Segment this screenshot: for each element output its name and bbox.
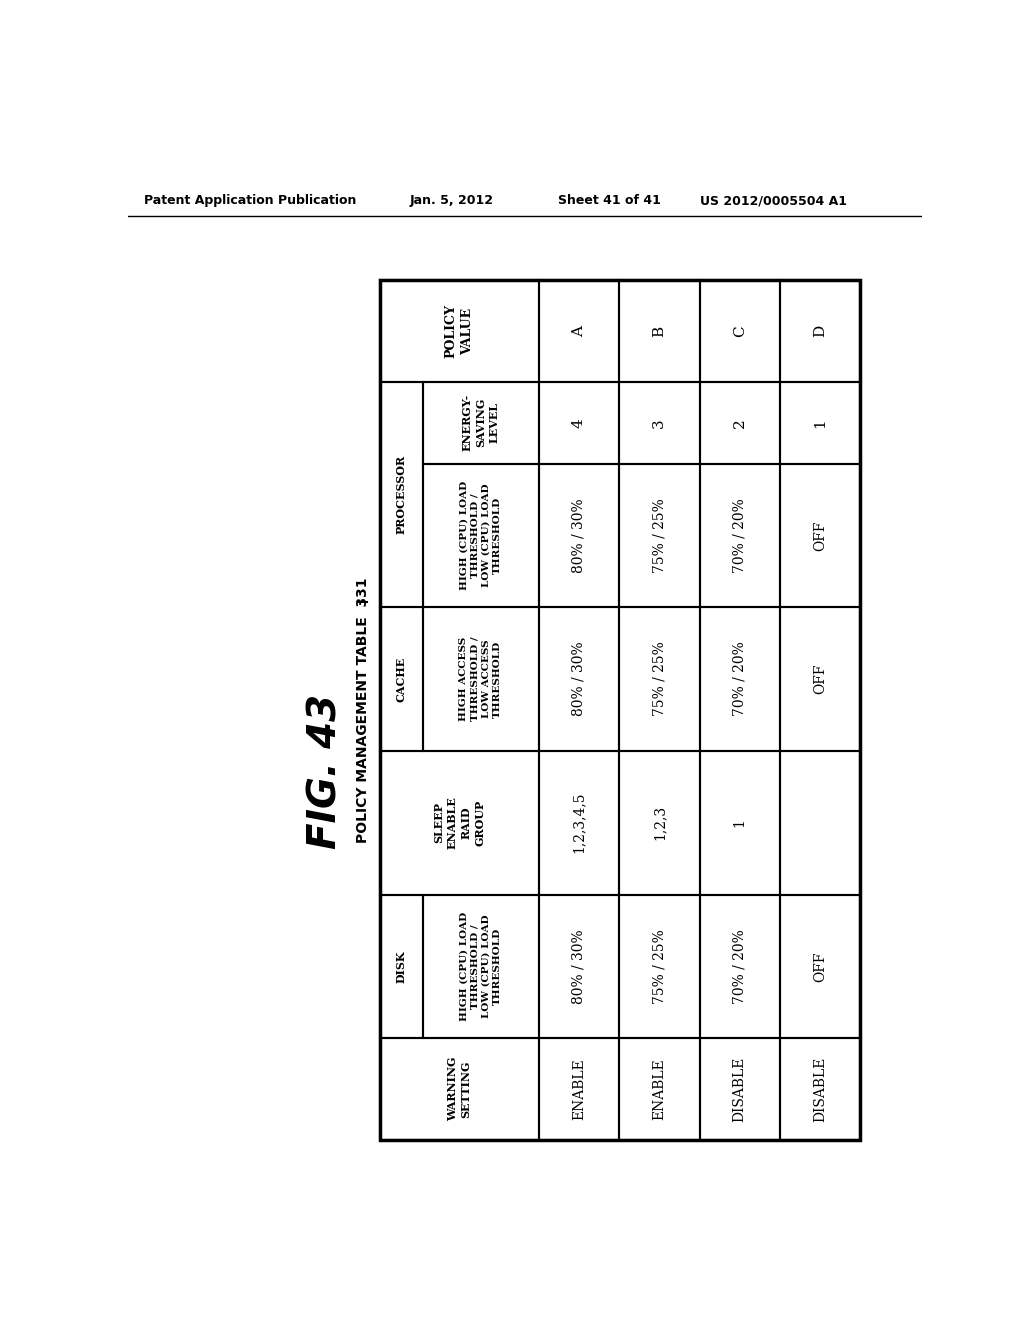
- Text: WARNING
SETTING: WARNING SETTING: [446, 1057, 472, 1122]
- Text: US 2012/0005504 A1: US 2012/0005504 A1: [700, 194, 847, 207]
- Bar: [699, 463, 780, 607]
- Text: POLICY
VALUE: POLICY VALUE: [444, 304, 474, 358]
- Bar: [620, 1039, 699, 1140]
- Bar: [780, 895, 860, 1039]
- Text: CACHE: CACHE: [395, 656, 407, 702]
- Text: ENABLE: ENABLE: [652, 1059, 667, 1121]
- Text: OFF: OFF: [813, 952, 827, 982]
- Text: DISABLE: DISABLE: [813, 1056, 827, 1122]
- Bar: [423, 463, 539, 607]
- Bar: [620, 895, 699, 1039]
- Text: PROCESSOR: PROCESSOR: [395, 455, 407, 535]
- Text: 1: 1: [733, 818, 746, 828]
- Bar: [539, 381, 620, 463]
- Text: A: A: [572, 326, 586, 337]
- Bar: [380, 381, 423, 607]
- Text: 1: 1: [813, 418, 827, 428]
- Bar: [699, 607, 780, 751]
- Bar: [380, 607, 423, 751]
- Text: 4: 4: [572, 418, 586, 428]
- Bar: [380, 1039, 539, 1140]
- Text: 75% / 25%: 75% / 25%: [652, 929, 667, 1003]
- Bar: [620, 607, 699, 751]
- Bar: [699, 280, 780, 381]
- Bar: [780, 607, 860, 751]
- Text: 75% / 25%: 75% / 25%: [652, 498, 667, 573]
- Text: C: C: [733, 325, 746, 337]
- Text: 80% / 30%: 80% / 30%: [572, 642, 586, 717]
- Text: 80% / 30%: 80% / 30%: [572, 929, 586, 1003]
- Text: DISK: DISK: [395, 950, 407, 982]
- Text: D: D: [813, 325, 827, 337]
- Bar: [699, 1039, 780, 1140]
- Text: 1,2,3,4,5: 1,2,3,4,5: [572, 792, 586, 854]
- Text: 70% / 20%: 70% / 20%: [733, 498, 746, 573]
- Bar: [423, 381, 539, 463]
- Bar: [620, 381, 699, 463]
- Bar: [539, 607, 620, 751]
- Bar: [780, 280, 860, 381]
- Text: 80% / 30%: 80% / 30%: [572, 498, 586, 573]
- Bar: [780, 463, 860, 607]
- Bar: [620, 280, 699, 381]
- Bar: [380, 280, 539, 381]
- Text: 70% / 20%: 70% / 20%: [733, 642, 746, 717]
- Text: FIG. 43: FIG. 43: [306, 694, 345, 849]
- Text: 3: 3: [652, 418, 667, 428]
- Text: Jan. 5, 2012: Jan. 5, 2012: [410, 194, 494, 207]
- Bar: [380, 751, 539, 895]
- Text: ENABLE: ENABLE: [572, 1059, 586, 1121]
- Bar: [539, 751, 620, 895]
- Bar: [699, 381, 780, 463]
- Text: 1,2,3: 1,2,3: [652, 805, 667, 841]
- Bar: [780, 1039, 860, 1140]
- Text: 70% / 20%: 70% / 20%: [733, 929, 746, 1003]
- Bar: [380, 895, 423, 1039]
- Text: HIGH ACCESS
THRESHOLD /
LOW ACCESS
THRESHOLD: HIGH ACCESS THRESHOLD / LOW ACCESS THRES…: [460, 636, 502, 721]
- Bar: [699, 895, 780, 1039]
- Text: Patent Application Publication: Patent Application Publication: [143, 194, 356, 207]
- Bar: [539, 895, 620, 1039]
- Text: B: B: [652, 326, 667, 337]
- Bar: [780, 381, 860, 463]
- Text: HIGH (CPU) LOAD
THRESHOLD /
LOW (CPU) LOAD
THRESHOLD: HIGH (CPU) LOAD THRESHOLD / LOW (CPU) LO…: [460, 480, 502, 590]
- Text: 75% / 25%: 75% / 25%: [652, 642, 667, 717]
- Bar: [780, 751, 860, 895]
- Bar: [539, 280, 620, 381]
- Bar: [539, 463, 620, 607]
- Text: POLICY MANAGEMENT TABLE  331: POLICY MANAGEMENT TABLE 331: [355, 577, 370, 843]
- Bar: [699, 751, 780, 895]
- Text: DISABLE: DISABLE: [733, 1056, 746, 1122]
- Text: OFF: OFF: [813, 664, 827, 694]
- Bar: [423, 895, 539, 1039]
- Text: OFF: OFF: [813, 520, 827, 550]
- Text: HIGH (CPU) LOAD
THRESHOLD /
LOW (CPU) LOAD
THRESHOLD: HIGH (CPU) LOAD THRESHOLD / LOW (CPU) LO…: [460, 912, 502, 1020]
- Bar: [423, 607, 539, 751]
- Bar: [539, 1039, 620, 1140]
- Text: Sheet 41 of 41: Sheet 41 of 41: [558, 194, 662, 207]
- Bar: [620, 463, 699, 607]
- Text: SLEEP
ENABLE
RAID
GROUP: SLEEP ENABLE RAID GROUP: [433, 796, 485, 849]
- Text: 2: 2: [733, 418, 746, 428]
- Text: ENERGY-
SAVING
LEVEL: ENERGY- SAVING LEVEL: [462, 395, 500, 451]
- Bar: [380, 280, 860, 1140]
- Bar: [620, 751, 699, 895]
